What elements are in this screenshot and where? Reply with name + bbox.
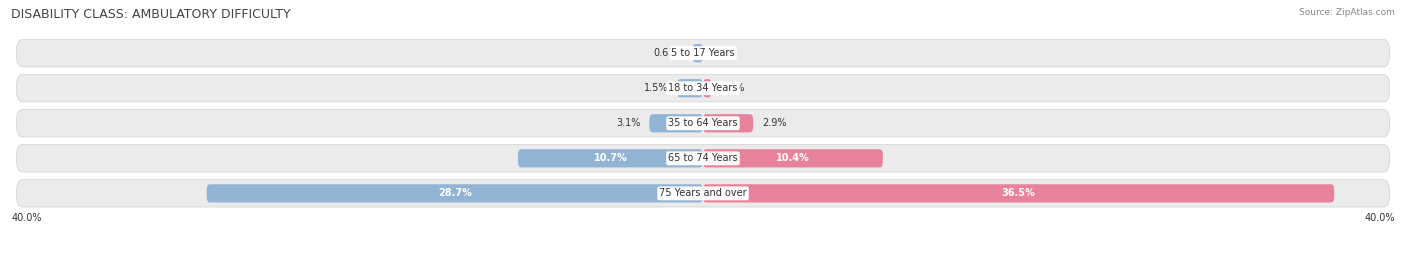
FancyBboxPatch shape (17, 145, 1389, 172)
Text: 10.4%: 10.4% (776, 153, 810, 163)
Text: 28.7%: 28.7% (437, 188, 472, 198)
Text: DISABILITY CLASS: AMBULATORY DIFFICULTY: DISABILITY CLASS: AMBULATORY DIFFICULTY (11, 8, 291, 21)
Text: 0.61%: 0.61% (654, 48, 683, 58)
FancyBboxPatch shape (207, 184, 703, 203)
FancyBboxPatch shape (17, 75, 1389, 102)
FancyBboxPatch shape (703, 114, 754, 132)
FancyBboxPatch shape (703, 79, 711, 97)
Text: 1.5%: 1.5% (644, 83, 668, 93)
FancyBboxPatch shape (692, 44, 703, 62)
FancyBboxPatch shape (678, 79, 703, 97)
Text: 10.7%: 10.7% (593, 153, 627, 163)
FancyBboxPatch shape (703, 184, 1334, 203)
Text: 35 to 64 Years: 35 to 64 Years (668, 118, 738, 128)
Text: 40.0%: 40.0% (1364, 213, 1395, 223)
Text: 3.1%: 3.1% (616, 118, 641, 128)
FancyBboxPatch shape (17, 110, 1389, 137)
Text: 65 to 74 Years: 65 to 74 Years (668, 153, 738, 163)
Text: 36.5%: 36.5% (1001, 188, 1035, 198)
FancyBboxPatch shape (703, 149, 883, 168)
Legend: Male, Female: Male, Female (643, 266, 763, 268)
Text: 75 Years and over: 75 Years and over (659, 188, 747, 198)
Text: 0.5%: 0.5% (720, 83, 745, 93)
Text: 18 to 34 Years: 18 to 34 Years (668, 83, 738, 93)
FancyBboxPatch shape (17, 39, 1389, 67)
Text: 5 to 17 Years: 5 to 17 Years (671, 48, 735, 58)
FancyBboxPatch shape (17, 180, 1389, 207)
FancyBboxPatch shape (517, 149, 703, 168)
FancyBboxPatch shape (650, 114, 703, 132)
Text: 0.0%: 0.0% (711, 48, 735, 58)
Text: Source: ZipAtlas.com: Source: ZipAtlas.com (1299, 8, 1395, 17)
Text: 40.0%: 40.0% (11, 213, 42, 223)
Text: 2.9%: 2.9% (762, 118, 786, 128)
